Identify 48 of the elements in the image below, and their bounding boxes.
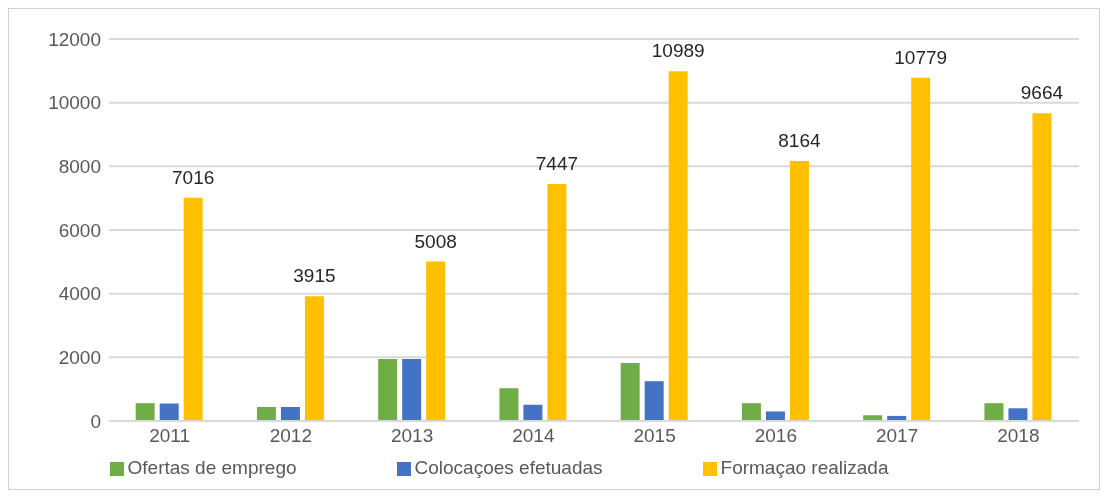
y-tick-label: 10000 (48, 92, 101, 114)
bar (256, 406, 276, 421)
bar (765, 411, 785, 421)
y-tick-label: 0 (90, 410, 101, 432)
bar (402, 358, 422, 421)
x-tick-label: 2011 (149, 425, 191, 447)
bar (280, 406, 300, 421)
bar (1032, 113, 1052, 421)
legend-label: Formaçao realizada (720, 457, 889, 478)
x-tick-label: 2014 (512, 425, 555, 447)
data-label: 7447 (535, 152, 579, 174)
y-tick-label: 4000 (58, 283, 101, 305)
bar (911, 77, 931, 421)
x-tick-label: 2017 (875, 425, 919, 447)
bar (620, 363, 640, 421)
x-tick-label: 2016 (754, 425, 798, 447)
data-label: 9664 (1020, 82, 1064, 104)
y-tick-label: 8000 (58, 156, 101, 178)
x-tick-label: 2013 (390, 425, 434, 447)
bar (547, 183, 567, 421)
x-tick-label: 2012 (269, 425, 313, 447)
bar (741, 403, 761, 421)
data-label: 8164 (778, 130, 821, 152)
bar (135, 403, 155, 421)
legend-label: Colocaçoes efetuadas (414, 457, 603, 478)
bar (378, 358, 398, 421)
bar (304, 296, 324, 421)
data-label: 10779 (894, 46, 948, 68)
bar (789, 161, 809, 421)
data-label: 5008 (414, 230, 457, 252)
data-label: 10989 (651, 40, 705, 62)
bar (668, 71, 688, 421)
bar (1008, 408, 1028, 421)
y-tick-label: 12000 (48, 28, 101, 50)
bar (426, 261, 446, 421)
bar (523, 404, 543, 421)
x-tick-label: 2015 (633, 425, 676, 447)
y-tick-label: 2000 (58, 347, 101, 369)
bar (499, 388, 519, 421)
bar (159, 403, 179, 421)
bar (984, 403, 1004, 421)
x-tick-label: 2018 (997, 425, 1040, 447)
legend-label: Ofertas de emprego (127, 457, 297, 478)
data-label: 7016 (172, 166, 215, 188)
y-tick-label: 6000 (58, 219, 101, 241)
bar (644, 381, 664, 421)
bar (183, 197, 203, 421)
data-label: 3915 (293, 265, 336, 287)
